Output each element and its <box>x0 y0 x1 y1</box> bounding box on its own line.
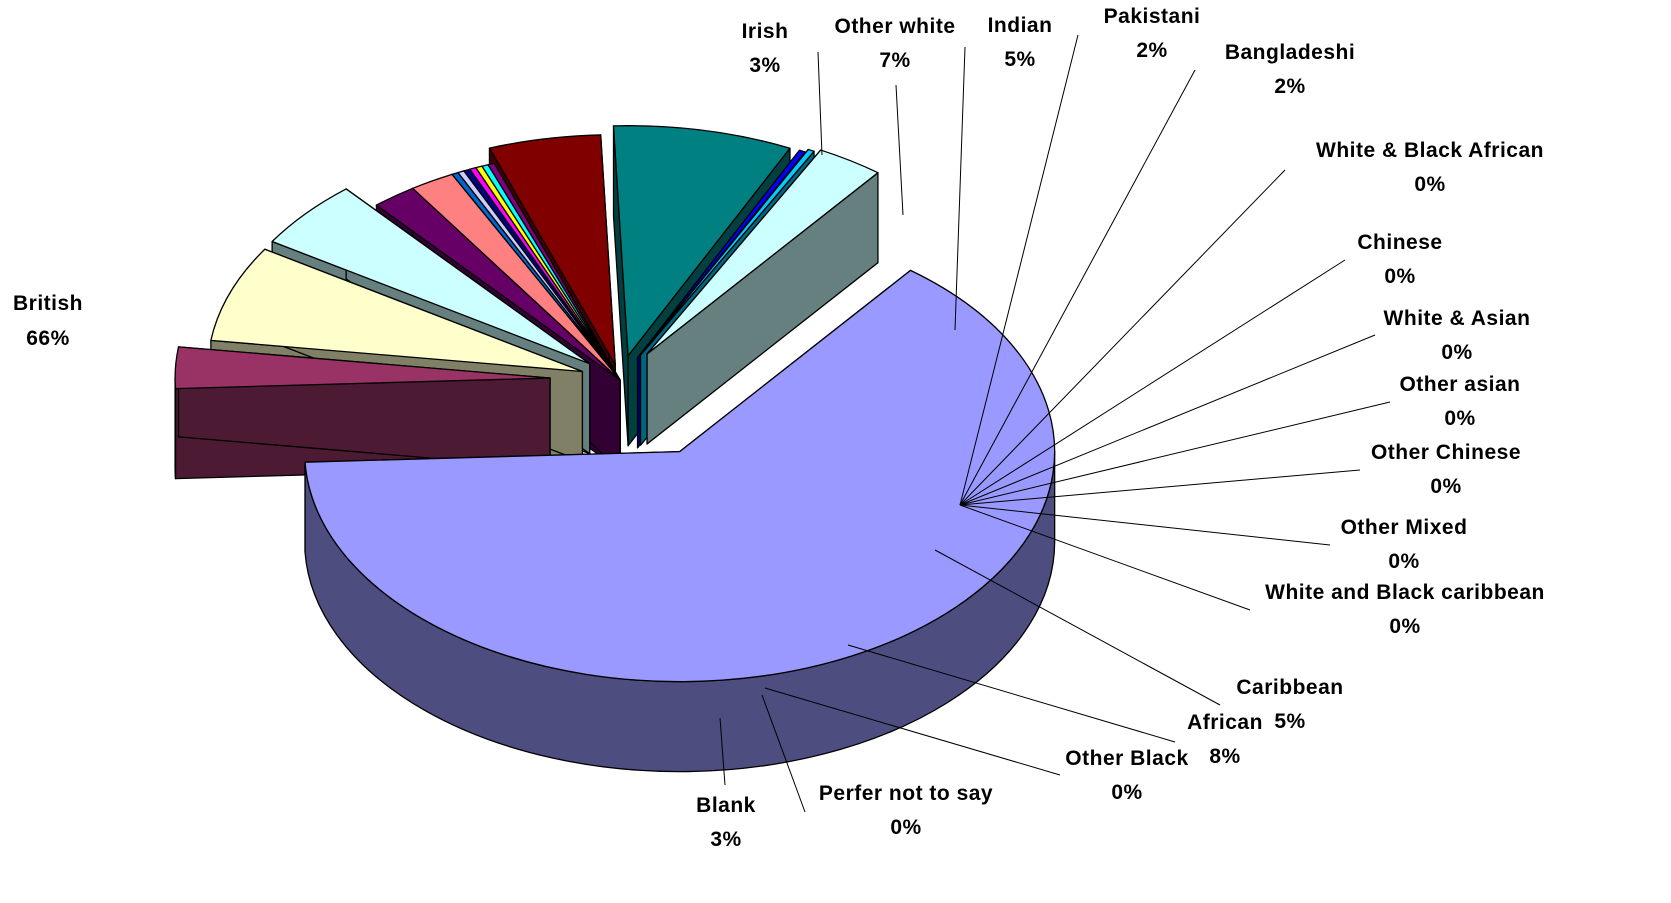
slice-african <box>612 125 791 357</box>
pct-perfer-not-to-say: 0% <box>890 816 921 839</box>
leader-bangladeshi <box>959 69 1196 506</box>
label-african: African <box>1187 711 1263 734</box>
label-other-black: Other Black <box>1065 747 1188 770</box>
pct-bangladeshi: 2% <box>1274 75 1305 98</box>
slice-labels: British 66% Irish 3% Other white 7% Indian 5% Pa… <box>13 5 1545 851</box>
slice-tops <box>174 125 1056 683</box>
pct-irish: 3% <box>749 54 780 77</box>
pct-british: 66% <box>26 327 70 350</box>
leader-other-chinese <box>959 469 1361 506</box>
pct-chinese: 0% <box>1384 265 1415 288</box>
pct-other-black: 0% <box>1111 781 1142 804</box>
leader-pakistani <box>959 34 1079 506</box>
leader-caribbean <box>934 549 1221 706</box>
leader-other-black <box>764 687 1061 776</box>
leader-lines <box>719 34 1391 813</box>
pct-pakistani: 2% <box>1136 39 1167 62</box>
slice-white-and-black-caribbean <box>487 162 621 381</box>
leader-african <box>847 644 1176 743</box>
leader-other-mixed <box>959 504 1331 546</box>
label-other-chinese: Other Chinese <box>1371 441 1521 464</box>
leader-white-and-black-caribbean <box>959 504 1251 611</box>
pct-white-asian: 0% <box>1441 341 1472 364</box>
leader-chinese <box>959 259 1346 506</box>
pct-other-white: 7% <box>879 49 910 72</box>
pct-caribbean: 5% <box>1274 710 1305 733</box>
label-white-and-black-caribbean: White and Black caribbean <box>1265 581 1545 604</box>
leader-other-white <box>895 84 904 216</box>
slice-irish <box>174 346 551 390</box>
pct-african: 8% <box>1209 745 1240 768</box>
label-pakistani: Pakistani <box>1104 5 1201 28</box>
slice-british <box>304 269 1056 683</box>
label-other-asian: Other asian <box>1399 373 1520 396</box>
leader-other-asian <box>959 401 1391 506</box>
label-british: British <box>13 292 83 315</box>
label-chinese: Chinese <box>1357 231 1442 254</box>
leader-perfer-not-to-say <box>761 694 806 813</box>
pct-white-black-african: 0% <box>1414 173 1445 196</box>
slice-indian <box>271 188 591 365</box>
label-other-white: Other white <box>834 15 955 38</box>
leader-white-black-african <box>959 169 1286 506</box>
label-indian: Indian <box>988 14 1053 37</box>
leader-white-asian <box>959 334 1376 506</box>
pct-other-chinese: 0% <box>1430 475 1461 498</box>
label-bangladeshi: Bangladeshi <box>1225 41 1355 64</box>
pct-other-mixed: 0% <box>1388 550 1419 573</box>
slice-blank <box>646 149 879 355</box>
label-irish: Irish <box>742 20 789 43</box>
label-caribbean: Caribbean <box>1236 676 1343 699</box>
label-other-mixed: Other Mixed <box>1341 516 1468 539</box>
pct-blank: 3% <box>710 828 741 851</box>
leader-blank <box>719 717 726 786</box>
slice-caribbean <box>488 134 616 366</box>
pct-indian: 5% <box>1004 48 1035 71</box>
label-white-black-african: White & Black African <box>1316 139 1544 162</box>
label-white-asian: White & Asian <box>1384 307 1531 330</box>
leader-irish <box>817 51 823 156</box>
label-perfer-not-to-say: Perfer not to say <box>819 782 993 805</box>
slice-perfer-not-to-say <box>639 148 815 356</box>
label-blank: Blank <box>696 794 756 817</box>
slice-other-white <box>210 248 584 373</box>
pct-white-and-black-caribbean: 0% <box>1389 615 1420 638</box>
leader-indian <box>954 46 966 331</box>
pct-other-asian: 0% <box>1444 407 1475 430</box>
